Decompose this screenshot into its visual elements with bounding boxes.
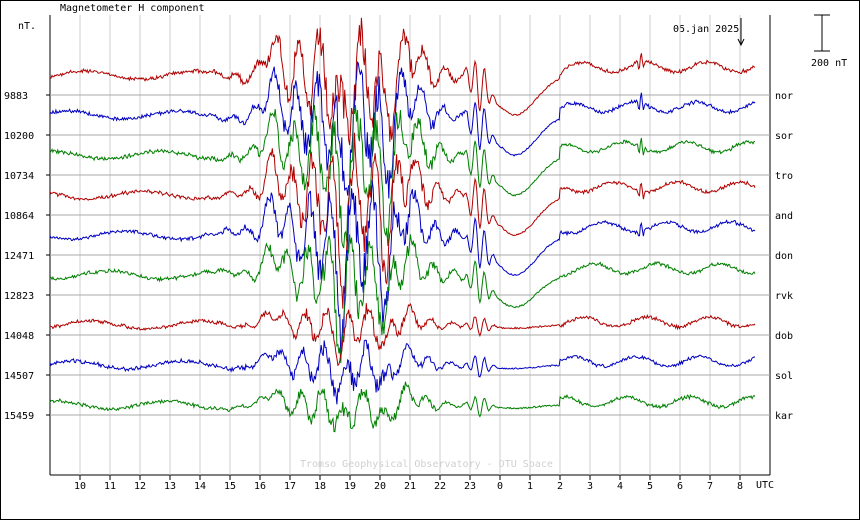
trace-nor: [49, 17, 756, 146]
x-tick-label: 20: [374, 481, 386, 492]
station-label-don: don: [775, 251, 793, 262]
x-tick-label: 11: [104, 481, 116, 492]
station-label-sol: sol: [775, 371, 793, 382]
station-label-dob: dob: [775, 331, 793, 342]
x-tick-label: 8: [737, 481, 743, 492]
baseline-value-tro: 10734: [4, 171, 34, 182]
baseline-value-don: 12471: [4, 251, 34, 262]
x-tick-label: 23: [464, 481, 476, 492]
x-tick-label: 12: [134, 481, 146, 492]
x-tick-label: 3: [587, 481, 593, 492]
station-label-sor: sor: [775, 131, 793, 142]
x-tick-label: 5: [647, 481, 653, 492]
station-label-nor: nor: [775, 91, 793, 102]
x-tick-label: 2: [557, 481, 563, 492]
x-tick-label: 17: [284, 481, 296, 492]
x-tick-label: 18: [314, 481, 326, 492]
chart-title: Magnetometer H component: [60, 3, 205, 14]
trace-kar: [49, 381, 756, 433]
trace-don: [49, 180, 756, 359]
x-tick-label: 4: [617, 481, 623, 492]
baseline-value-sor: 10200: [4, 131, 34, 142]
x-tick-label: 1: [527, 481, 533, 492]
baseline-value-nor: 9883: [4, 91, 28, 102]
x-tick-label: 13: [164, 481, 176, 492]
baseline-value-kar: 15459: [4, 411, 34, 422]
date-marker-arrowhead: [737, 38, 745, 47]
baseline-value-dob: 14048: [4, 331, 34, 342]
trace-sol: [49, 339, 755, 405]
x-tick-label: 16: [254, 481, 266, 492]
x-tick-label: 22: [434, 481, 446, 492]
baseline-value-and: 10864: [4, 211, 34, 222]
x-tick-label: 7: [707, 481, 713, 492]
baseline-value-sol: 14507: [4, 371, 34, 382]
watermark: Tromso Geophysical Observatory - DTU Spa…: [300, 459, 553, 470]
trace-dob: [49, 302, 756, 367]
x-tick-label: 15: [224, 481, 236, 492]
x-tick-label: 21: [404, 481, 416, 492]
y-unit-label: nT.: [18, 21, 36, 32]
x-tick-label: 19: [344, 481, 356, 492]
date-label: 05.jan 2025: [673, 24, 739, 35]
x-tick-label: 0: [497, 481, 503, 492]
trace-tro: [49, 104, 756, 249]
trace-and: [49, 132, 756, 309]
station-label-kar: kar: [775, 411, 793, 422]
station-label-rvk: rvk: [775, 291, 793, 302]
scale-bar-label: 200 nT: [811, 58, 847, 69]
x-tick-label: 6: [677, 481, 683, 492]
baseline-value-rvk: 12823: [4, 291, 34, 302]
trace-rvk: [49, 234, 756, 364]
trace-sor: [49, 61, 756, 199]
station-label-and: and: [775, 211, 793, 222]
station-label-tro: tro: [775, 171, 793, 182]
x-unit-label: UTC: [756, 480, 774, 491]
x-tick-label: 14: [194, 481, 206, 492]
x-tick-label: 10: [74, 481, 86, 492]
